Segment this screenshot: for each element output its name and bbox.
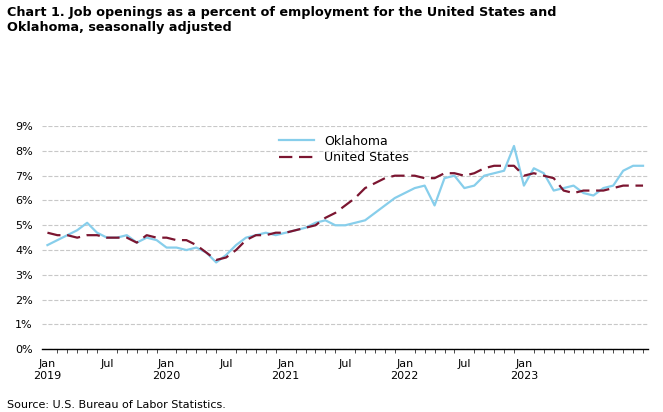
Line: Oklahoma: Oklahoma <box>48 146 643 262</box>
Oklahoma <box>411 186 419 191</box>
Oklahoma <box>510 143 518 148</box>
Oklahoma <box>639 163 647 168</box>
Legend: Oklahoma, United States: Oklahoma, United States <box>279 135 408 164</box>
United States <box>182 238 190 243</box>
United States <box>490 163 498 168</box>
United States <box>44 230 52 235</box>
United States <box>411 173 419 178</box>
Oklahoma <box>162 245 170 250</box>
Oklahoma <box>262 230 270 235</box>
Oklahoma <box>579 191 587 196</box>
United States <box>371 180 379 185</box>
Line: United States: United States <box>48 166 643 260</box>
Text: Source: U.S. Bureau of Labor Statistics.: Source: U.S. Bureau of Labor Statistics. <box>7 400 225 410</box>
Text: Chart 1. Job openings as a percent of employment for the United States and
Oklah: Chart 1. Job openings as a percent of em… <box>7 6 556 34</box>
United States <box>579 188 587 193</box>
Oklahoma <box>44 243 52 248</box>
Oklahoma <box>182 248 190 253</box>
United States <box>212 258 220 262</box>
United States <box>162 235 170 240</box>
United States <box>639 183 647 188</box>
United States <box>262 233 270 238</box>
Oklahoma <box>371 211 379 215</box>
Oklahoma <box>212 260 220 265</box>
